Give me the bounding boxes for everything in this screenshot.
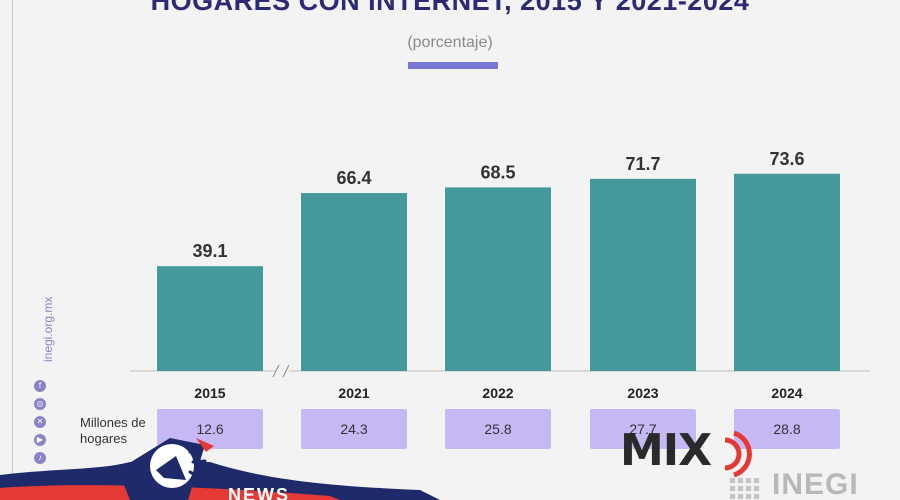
bar-2021	[301, 193, 407, 371]
mix-signal-icon	[724, 430, 752, 478]
axis-break-mark	[272, 364, 280, 378]
mix-logo: MIX	[620, 425, 712, 476]
axis-break-mark	[282, 364, 290, 378]
data-label-2024: 73.6	[769, 149, 804, 169]
inegi-logo: INEGI	[772, 468, 859, 500]
data-label-2015: 39.1	[192, 241, 227, 261]
facebook-icon: f	[34, 380, 46, 392]
millions-row-label: Millones de hogares	[80, 415, 146, 446]
chart-subtitle: (porcentaje)	[407, 34, 493, 51]
instagram-icon: ◎	[34, 398, 46, 410]
data-label-2021: 66.4	[336, 168, 371, 188]
youtube-icon: ▶	[34, 434, 46, 446]
x-tick-label-2024: 2024	[771, 385, 802, 401]
data-label-2023: 71.7	[625, 154, 660, 174]
x-tick-label-2021: 2021	[338, 385, 369, 401]
frame-divider	[12, 0, 13, 500]
data-label-2022: 68.5	[480, 162, 515, 182]
x-tick-label-2022: 2022	[482, 385, 513, 401]
millions-box-2023: 27.7	[590, 409, 696, 449]
bar-2023	[590, 178, 696, 371]
axis-break-gap	[275, 365, 289, 377]
bar-2022	[445, 187, 551, 371]
x-icon: ✕	[34, 416, 46, 428]
millions-box-2021: 24.3	[301, 409, 407, 449]
x-tick-label-2015: 2015	[194, 385, 225, 401]
x-tick-label-2023: 2023	[627, 385, 658, 401]
news-label: NEWS	[228, 485, 290, 500]
millions-box-2022: 25.8	[445, 409, 551, 449]
bar-2024	[734, 173, 840, 371]
subtitle-underline	[408, 62, 498, 69]
tiktok-icon: ♪	[34, 452, 46, 464]
megaphone-icon	[118, 438, 214, 500]
millions-box-2024: 28.8	[734, 409, 840, 449]
inegi-logo-grid	[730, 478, 759, 499]
chart-title: HOGARES CON INTERNET, 2015 Y 2021-2024	[150, 0, 750, 16]
bar-2015	[157, 266, 263, 371]
